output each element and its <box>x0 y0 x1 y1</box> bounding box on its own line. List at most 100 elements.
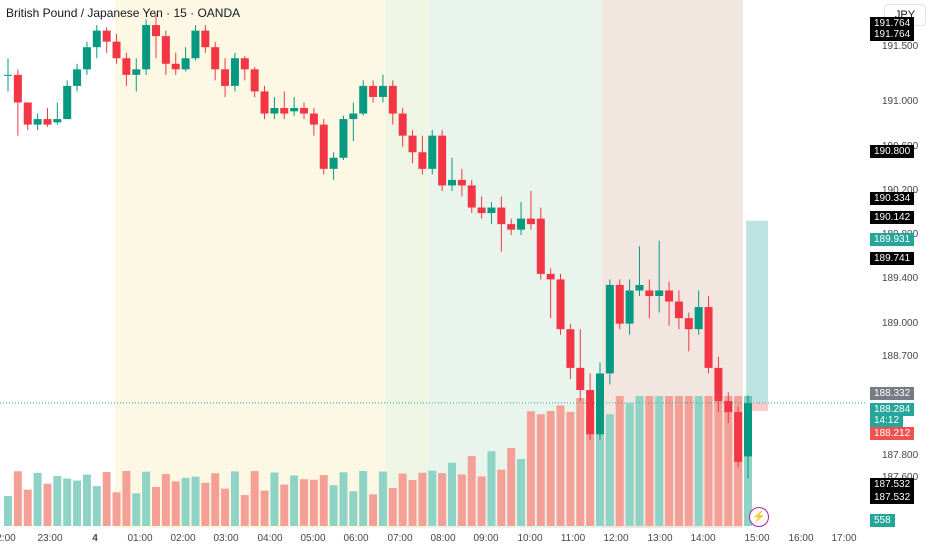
candle[interactable] <box>704 307 713 368</box>
candle[interactable] <box>73 69 82 86</box>
candle[interactable] <box>714 367 723 402</box>
candle[interactable] <box>487 207 496 214</box>
candle[interactable] <box>497 207 506 225</box>
candle[interactable] <box>438 135 447 186</box>
volume-bar <box>270 472 279 526</box>
price-tag: 190.142 <box>870 211 915 224</box>
candle[interactable] <box>339 119 348 158</box>
candle[interactable] <box>181 58 190 70</box>
candle[interactable] <box>507 224 516 230</box>
candle[interactable] <box>92 30 101 48</box>
price-tag: 190.800 <box>870 145 915 158</box>
candle[interactable] <box>132 69 141 75</box>
candle[interactable] <box>665 290 674 302</box>
candle[interactable] <box>23 102 32 125</box>
lightning-icon[interactable]: ⚡ <box>749 507 769 527</box>
candle[interactable] <box>566 329 575 368</box>
candle[interactable] <box>457 179 466 186</box>
price-axis[interactable]: 191.500191.000190.600190.200189.800189.4… <box>866 0 932 530</box>
price-tag: 188.212 <box>870 427 915 440</box>
candle[interactable] <box>477 207 486 214</box>
candle[interactable] <box>112 41 121 59</box>
candle[interactable] <box>4 74 12 76</box>
candle[interactable] <box>408 135 417 153</box>
candle[interactable] <box>605 284 614 374</box>
candle[interactable] <box>240 58 249 70</box>
candle[interactable] <box>467 185 476 208</box>
candle[interactable] <box>319 124 328 169</box>
candle[interactable] <box>645 290 654 297</box>
time-axis[interactable]: 2:00 23:00 4 01:00 02:00 03:00 04:00 05:00 06:00… <box>0 528 866 550</box>
volume-bar <box>82 474 91 526</box>
volume-bar <box>438 473 447 526</box>
candle[interactable] <box>517 218 526 230</box>
candle[interactable] <box>694 307 703 330</box>
candle[interactable] <box>33 119 42 125</box>
candle[interactable] <box>201 30 210 48</box>
candle[interactable] <box>536 218 545 274</box>
candle[interactable] <box>309 113 318 125</box>
time-tick: 05:00 <box>300 533 326 544</box>
candle[interactable] <box>280 108 289 114</box>
candle[interactable] <box>359 85 368 114</box>
candle[interactable] <box>260 91 269 114</box>
candle[interactable] <box>734 412 743 462</box>
candle[interactable] <box>556 279 565 330</box>
candle[interactable] <box>674 301 683 319</box>
candle[interactable] <box>329 157 338 169</box>
candle[interactable] <box>142 25 151 70</box>
candle[interactable] <box>270 108 279 114</box>
candle[interactable] <box>191 30 200 59</box>
candle[interactable] <box>13 74 22 103</box>
volume-bar <box>605 414 614 526</box>
candle[interactable] <box>586 390 595 435</box>
volume-bar <box>63 478 72 526</box>
candle[interactable] <box>53 119 62 123</box>
candle[interactable] <box>576 367 585 391</box>
volume-bar <box>378 471 387 526</box>
candle[interactable] <box>349 113 358 120</box>
candle[interactable] <box>43 119 52 125</box>
candle[interactable] <box>161 36 170 64</box>
candle[interactable] <box>428 135 437 169</box>
candle[interactable] <box>171 63 180 70</box>
candle[interactable] <box>211 47 220 70</box>
candle[interactable] <box>122 58 131 75</box>
candle[interactable] <box>724 401 733 413</box>
candle[interactable] <box>418 152 427 169</box>
candle[interactable] <box>250 69 259 92</box>
volume-bar <box>290 475 299 526</box>
candle[interactable] <box>398 113 407 136</box>
candle[interactable] <box>635 284 644 291</box>
candle[interactable] <box>300 108 308 114</box>
volume-bar <box>329 485 338 526</box>
candle[interactable] <box>615 284 624 324</box>
candle[interactable] <box>102 30 111 42</box>
candle[interactable] <box>596 373 604 435</box>
candle[interactable] <box>744 403 752 457</box>
volume-bar <box>428 470 437 526</box>
candle[interactable] <box>221 69 230 86</box>
position-target-zone[interactable] <box>746 220 768 403</box>
candle[interactable] <box>230 58 239 86</box>
candle[interactable] <box>526 218 535 225</box>
candle[interactable] <box>655 290 664 297</box>
candle[interactable] <box>448 179 456 186</box>
candle[interactable] <box>152 25 160 37</box>
volume-bar <box>517 459 526 526</box>
position-stop-zone[interactable] <box>746 402 768 411</box>
candle[interactable] <box>684 318 693 330</box>
candle[interactable] <box>63 85 72 120</box>
candle[interactable] <box>546 273 555 280</box>
candle[interactable] <box>625 290 634 324</box>
volume-bar <box>457 474 466 526</box>
candle[interactable] <box>369 85 378 97</box>
candle[interactable] <box>388 85 397 114</box>
volume-bar <box>142 471 151 526</box>
volume-bar <box>13 471 22 526</box>
candle[interactable] <box>290 108 299 112</box>
volume-bar <box>497 469 506 526</box>
candle[interactable] <box>378 85 387 97</box>
candle[interactable] <box>82 47 91 70</box>
